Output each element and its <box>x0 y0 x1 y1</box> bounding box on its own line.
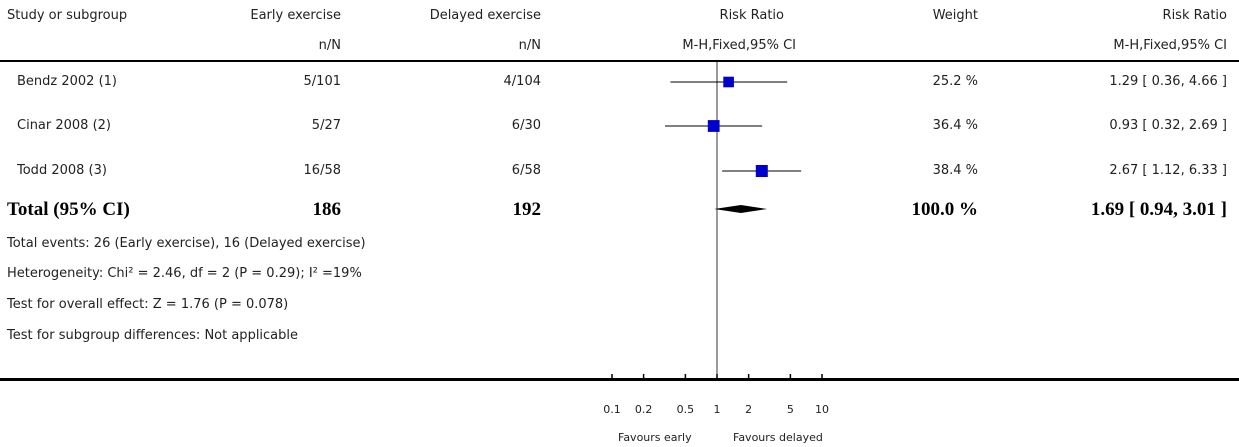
axis-tick-label: 2 <box>745 403 752 416</box>
study-name: Bendz 2002 (1) <box>17 74 117 89</box>
favours-delayed-label: Favours delayed <box>733 431 823 444</box>
header-method: M-H,Fixed,95% CI <box>682 38 796 53</box>
axis-tick-label: 5 <box>787 403 794 416</box>
header-nn-early: n/N <box>318 38 341 53</box>
footnote-overall-effect: Test for overall effect: Z = 1.76 (P = 0… <box>7 297 289 312</box>
study-delayed: 6/58 <box>511 163 541 178</box>
study-early: 16/58 <box>303 163 341 178</box>
study-weight: 36.4 % <box>932 118 978 133</box>
total-ci: 1.69 [ 0.94, 3.01 ] <box>1090 199 1227 220</box>
study-ci: 1.29 [ 0.36, 4.66 ] <box>1109 74 1227 89</box>
favours-early-label: Favours early <box>618 431 692 444</box>
header-delayed: Delayed exercise <box>429 8 541 23</box>
axis-tick-label: 0.2 <box>635 403 653 416</box>
study-early: 5/27 <box>311 118 341 133</box>
axis-tick-label: 0.5 <box>677 403 695 416</box>
effect-square <box>755 165 768 177</box>
header-divider <box>0 60 1239 62</box>
study-weight: 25.2 % <box>932 74 978 89</box>
total-delayed: 192 <box>512 199 542 220</box>
header-risk-ratio: Risk Ratio <box>719 8 784 23</box>
study-early: 5/101 <box>303 74 341 89</box>
study-ci: 0.93 [ 0.32, 2.69 ] <box>1109 118 1227 133</box>
header-early: Early exercise <box>250 8 341 23</box>
axis-tick-label: 0.1 <box>603 403 621 416</box>
axis-tick-label: 10 <box>815 403 829 416</box>
footnote-total-events: Total events: 26 (Early exercise), 16 (D… <box>7 236 366 251</box>
total-early: 186 <box>312 199 342 220</box>
total-label: Total (95% CI) <box>7 199 130 220</box>
total-weight: 100.0 % <box>911 199 979 220</box>
header-study: Study or subgroup <box>7 8 128 23</box>
pooled-diamond <box>714 205 768 213</box>
header-weight: Weight <box>932 8 978 23</box>
study-delayed: 6/30 <box>511 118 541 133</box>
footnote-subgroup-differences: Test for subgroup differences: Not appli… <box>7 328 299 343</box>
header-nn-delayed: n/N <box>518 38 541 53</box>
study-weight: 38.4 % <box>932 163 978 178</box>
header-method-2: M-H,Fixed,95% CI <box>1113 38 1227 53</box>
effect-square <box>707 120 720 132</box>
effect-square <box>723 76 734 88</box>
study-name: Cinar 2008 (2) <box>17 118 112 133</box>
bottom-divider <box>0 378 1239 381</box>
study-delayed: 4/104 <box>503 74 541 89</box>
study-ci: 2.67 [ 1.12, 6.33 ] <box>1109 163 1227 178</box>
footnote-heterogeneity: Heterogeneity: Chi² = 2.46, df = 2 (P = … <box>7 266 362 281</box>
axis-tick-label: 1 <box>714 403 721 416</box>
header-risk-ratio-2: Risk Ratio <box>1162 8 1227 23</box>
study-name: Todd 2008 (3) <box>17 163 107 178</box>
